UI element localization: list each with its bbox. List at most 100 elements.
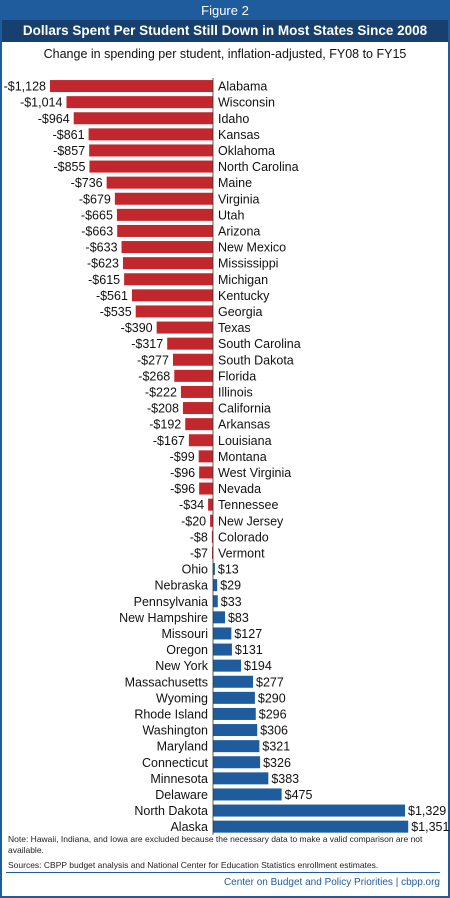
value-label: -$96 bbox=[170, 482, 195, 496]
state-label: Connecticut bbox=[142, 756, 209, 770]
bar-north-dakota bbox=[213, 804, 406, 817]
bar-montana bbox=[198, 450, 213, 463]
state-label: Idaho bbox=[218, 112, 249, 126]
state-label: Mississippi bbox=[218, 257, 278, 271]
figure-label: Figure 2 bbox=[2, 2, 448, 20]
bar-oklahoma bbox=[89, 144, 213, 157]
bar-virginia bbox=[114, 192, 213, 205]
value-label: $1,351 bbox=[411, 820, 449, 834]
state-label: Oregon bbox=[166, 643, 208, 657]
bar-colorado bbox=[211, 530, 213, 543]
value-label: -$736 bbox=[71, 176, 103, 190]
bar-tennessee bbox=[208, 498, 213, 511]
value-label: -$277 bbox=[137, 353, 169, 367]
state-label: New Jersey bbox=[218, 514, 284, 528]
state-label: Wyoming bbox=[156, 691, 208, 705]
value-label: -$561 bbox=[96, 289, 128, 303]
bar-south-carolina bbox=[167, 337, 213, 350]
bar-new-jersey bbox=[210, 514, 213, 527]
bar-alaska bbox=[213, 820, 409, 833]
bar-georgia bbox=[135, 305, 213, 318]
bar-california bbox=[182, 402, 213, 415]
chart-subtitle: Change in spending per student, inflatio… bbox=[43, 47, 407, 61]
bar-louisiana bbox=[188, 434, 213, 447]
state-label: South Dakota bbox=[218, 353, 294, 367]
value-label: $29 bbox=[220, 579, 241, 593]
state-label: Kentucky bbox=[218, 289, 270, 303]
value-label: $83 bbox=[228, 611, 249, 625]
value-label: $194 bbox=[244, 659, 272, 673]
state-label: Arizona bbox=[218, 224, 260, 238]
state-label: Maryland bbox=[157, 740, 208, 754]
value-label: $290 bbox=[258, 691, 286, 705]
state-label: Missouri bbox=[161, 627, 208, 641]
bar-maryland bbox=[213, 740, 260, 753]
bar-south-dakota bbox=[172, 353, 213, 366]
bar-arizona bbox=[117, 224, 213, 237]
bar-connecticut bbox=[213, 756, 261, 769]
value-label: -$633 bbox=[86, 241, 118, 255]
value-label: -$855 bbox=[53, 160, 85, 174]
state-label: Nevada bbox=[218, 482, 261, 496]
value-label: -$665 bbox=[81, 208, 113, 222]
value-label: $383 bbox=[271, 772, 299, 786]
state-label: New Mexico bbox=[218, 241, 286, 255]
value-label: -$34 bbox=[179, 498, 204, 512]
value-label: -$96 bbox=[170, 466, 195, 480]
bar-wyoming bbox=[213, 691, 255, 704]
value-label: $306 bbox=[260, 724, 288, 738]
state-label: New York bbox=[155, 659, 209, 673]
value-label: -$1,128 bbox=[4, 80, 46, 94]
chart-title: Dollars Spent Per Student Still Down in … bbox=[2, 20, 448, 42]
state-label: Nebraska bbox=[155, 579, 209, 593]
bar-rhode-island bbox=[213, 707, 256, 720]
bar-florida bbox=[174, 369, 213, 382]
value-label: $33 bbox=[221, 595, 242, 609]
value-label: $296 bbox=[259, 707, 287, 721]
bar-illinois bbox=[180, 385, 213, 398]
state-label: Arkansas bbox=[218, 418, 270, 432]
bar-new-mexico bbox=[121, 241, 213, 254]
state-label: Maine bbox=[218, 176, 252, 190]
bar-massachusetts bbox=[213, 675, 254, 688]
state-label: Tennessee bbox=[218, 498, 279, 512]
bar-vermont bbox=[211, 546, 213, 559]
state-label: West Virginia bbox=[218, 466, 291, 480]
state-label: Pennsylvania bbox=[134, 595, 208, 609]
bar-west-virginia bbox=[199, 466, 213, 479]
value-label: -$679 bbox=[79, 192, 111, 206]
state-label: South Carolina bbox=[218, 337, 301, 351]
state-label: Texas bbox=[218, 321, 251, 335]
state-label: Florida bbox=[218, 369, 256, 383]
value-label: $321 bbox=[262, 740, 290, 754]
bar-nebraska bbox=[213, 579, 218, 592]
state-label: Massachusetts bbox=[125, 675, 208, 689]
value-label: $277 bbox=[256, 675, 284, 689]
value-label: $13 bbox=[218, 563, 239, 577]
bar-texas bbox=[156, 321, 213, 334]
bar-idaho bbox=[73, 112, 214, 125]
bar-washington bbox=[213, 724, 258, 737]
bar-kentucky bbox=[131, 289, 213, 302]
sources-text: Sources: CBPP budget analysis and Nation… bbox=[8, 860, 379, 870]
note-text: Note: Hawaii, Indiana, and Iowa are excl… bbox=[8, 834, 423, 855]
state-label: Utah bbox=[218, 208, 244, 222]
state-label: Illinois bbox=[218, 385, 253, 399]
bar-arkansas bbox=[185, 418, 213, 431]
state-label: Colorado bbox=[218, 530, 269, 544]
bar-ohio bbox=[213, 563, 215, 576]
value-label: -$317 bbox=[131, 337, 163, 351]
state-label: Kansas bbox=[218, 128, 260, 142]
state-label: Michigan bbox=[218, 273, 268, 287]
state-label: Rhode Island bbox=[134, 707, 208, 721]
value-label: -$167 bbox=[153, 434, 185, 448]
value-label: -$268 bbox=[138, 369, 170, 383]
footer-credit: Center on Budget and Policy Priorities |… bbox=[223, 877, 440, 888]
state-label: Georgia bbox=[218, 305, 263, 319]
state-label: Alabama bbox=[218, 80, 267, 94]
state-label: Ohio bbox=[182, 563, 208, 577]
state-label: Washington bbox=[142, 724, 208, 738]
value-label: -$390 bbox=[121, 321, 153, 335]
value-label: -$20 bbox=[181, 514, 206, 528]
